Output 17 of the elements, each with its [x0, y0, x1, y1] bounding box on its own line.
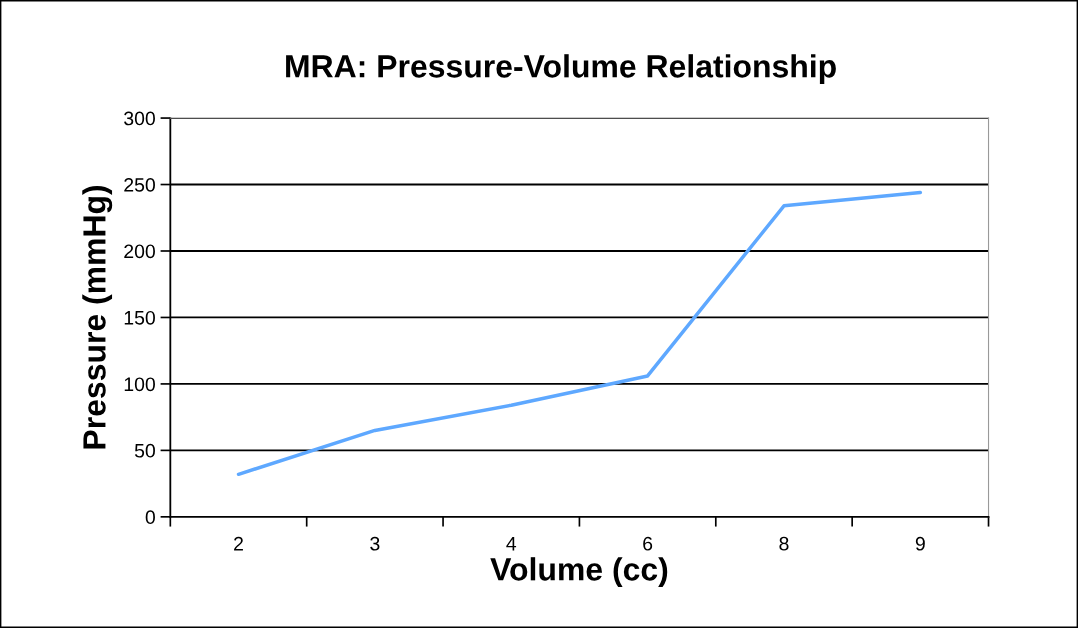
y-tick-label: 200 — [124, 244, 155, 259]
y-tick-label: 150 — [124, 310, 155, 325]
x-tick-label: 9 — [915, 536, 925, 551]
line-series — [236, 190, 923, 477]
x-tick-label: 6 — [643, 536, 653, 551]
y-tick-label: 0 — [145, 510, 155, 525]
x-tick-label: 3 — [370, 536, 380, 551]
x-tick-label: 4 — [506, 537, 517, 551]
y-tick-label: 100 — [124, 377, 155, 392]
x-tick-label: 2 — [234, 536, 243, 551]
chart-title: MRA: Pressure-Volume Relationship — [286, 54, 836, 84]
y-tick-label: 300 — [124, 111, 155, 126]
y-tick-label: 250 — [124, 178, 155, 192]
x-tick-label: 8 — [779, 536, 789, 551]
y-tick-label: 50 — [134, 443, 155, 458]
x-axis-title: Volume (cc) — [490, 557, 668, 587]
y-axis-title: Pressure (mmHg) — [82, 185, 113, 449]
